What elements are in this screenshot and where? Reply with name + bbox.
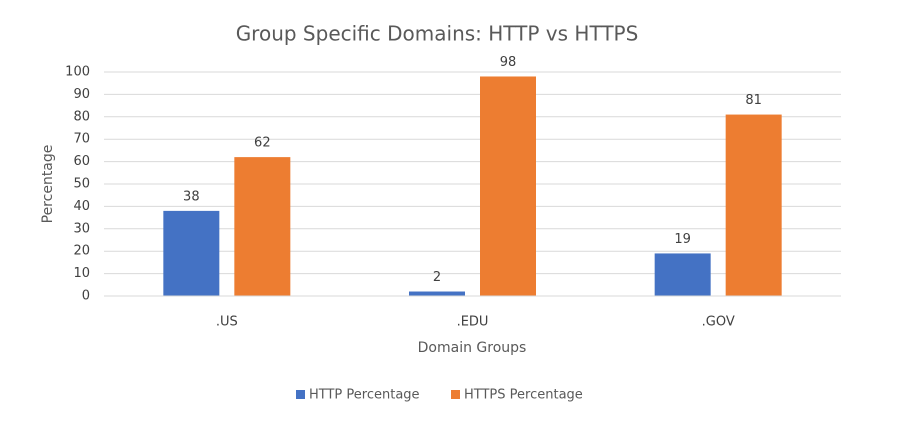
bar (654, 253, 711, 296)
x-tick-label: .EDU (457, 315, 489, 330)
y-tick-label: 0 (82, 289, 90, 304)
data-label: 2 (433, 270, 441, 285)
y-tick-label: 30 (73, 221, 90, 236)
y-tick-label: 50 (73, 177, 90, 192)
legend-swatch (296, 390, 305, 399)
y-tick-label: 60 (73, 154, 90, 169)
y-tick-label: 90 (73, 87, 90, 102)
y-tick-label: 70 (73, 132, 90, 147)
y-tick-label: 20 (73, 244, 90, 259)
y-tick-label: 10 (73, 266, 90, 281)
legend-swatch (451, 390, 460, 399)
data-label: 38 (183, 189, 200, 204)
y-tick-label: 100 (65, 65, 90, 80)
y-tick-label: 80 (73, 109, 90, 124)
legend-label: HTTP Percentage (309, 388, 420, 403)
data-label: 81 (745, 93, 762, 108)
y-tick-label: 40 (73, 199, 90, 214)
bar (409, 291, 465, 296)
legend-label: HTTPS Percentage (464, 388, 583, 403)
x-axis-label: Domain Groups (418, 340, 527, 356)
bar (725, 114, 782, 296)
x-tick-label: .US (216, 315, 238, 330)
bar (163, 210, 220, 296)
data-label: 98 (500, 55, 517, 70)
data-label: 62 (254, 136, 271, 151)
bar (480, 76, 536, 296)
x-tick-label: .GOV (702, 315, 735, 330)
data-label: 19 (674, 232, 691, 247)
y-axis-label: Percentage (40, 145, 56, 224)
chart-title: Group Specific Domains: HTTP vs HTTPS (236, 22, 639, 46)
bar (234, 157, 291, 296)
